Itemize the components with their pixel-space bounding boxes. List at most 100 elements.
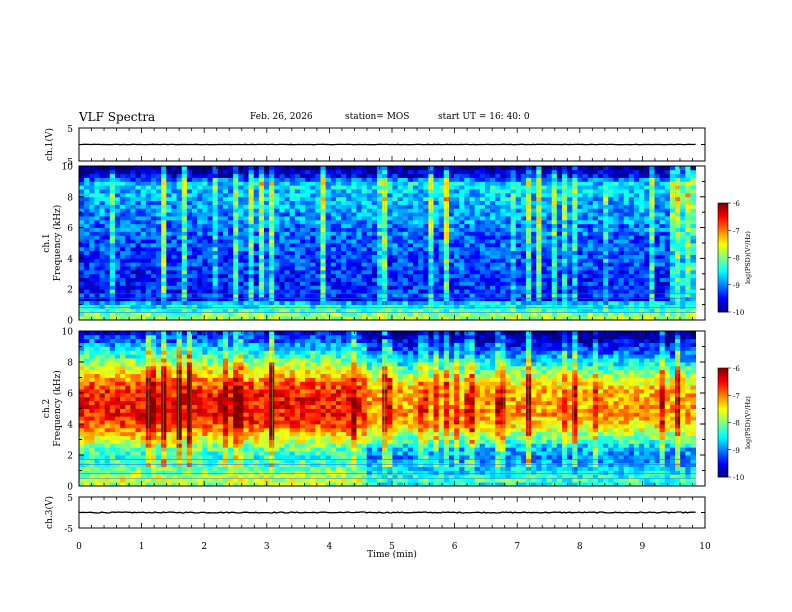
- heatmap-cell: [228, 304, 234, 309]
- heatmap-cell: [99, 208, 106, 213]
- heatmap-cell: [623, 239, 630, 244]
- heatmap-cell: [613, 246, 619, 252]
- heatmap-cell: [228, 166, 234, 171]
- heatmap-cell: [217, 273, 224, 279]
- heatmap-cell: [526, 189, 532, 194]
- heatmap-cell: [299, 296, 306, 302]
- heatmap-cell: [675, 308, 681, 313]
- heatmap-cell: [150, 312, 157, 317]
- heatmap-cell: [89, 262, 95, 267]
- heatmap-cell: [582, 192, 589, 198]
- heatmap-cell: [567, 285, 573, 290]
- heatmap-cell: [649, 231, 655, 236]
- heatmap-cell: [202, 273, 208, 279]
- heatmap-cell: [628, 169, 635, 175]
- heatmap-cell: [577, 235, 583, 240]
- heatmap-cell: [536, 181, 542, 186]
- heatmap-cell: [176, 296, 183, 302]
- heatmap-cell: [114, 289, 121, 294]
- heatmap-cell: [125, 239, 131, 244]
- heatmap-cell: [387, 208, 393, 213]
- heatmap-cell: [505, 296, 512, 302]
- heatmap-cell: [176, 200, 183, 205]
- heatmap-cell: [186, 231, 193, 236]
- heatmap-cell: [320, 300, 327, 305]
- heatmap-cell: [618, 281, 625, 286]
- heatmap-cell: [181, 277, 188, 282]
- heatmap-cell: [377, 262, 383, 267]
- heatmap-cell: [274, 250, 280, 255]
- heatmap-cell: [659, 281, 666, 286]
- heatmap-cell: [99, 166, 106, 171]
- heatmap-cell: [413, 273, 419, 279]
- heatmap-cell: [526, 312, 532, 317]
- heatmap-cell: [603, 273, 609, 279]
- heatmap-cell: [207, 269, 213, 275]
- heatmap-cell: [536, 281, 542, 286]
- heatmap-cell: [618, 181, 625, 186]
- heatmap-cell: [130, 169, 136, 175]
- heatmap-cell: [685, 219, 691, 225]
- heatmap-cell: [135, 239, 142, 244]
- heatmap-cell: [474, 227, 481, 232]
- heatmap-cell: [253, 208, 260, 213]
- heatmap-cell: [361, 254, 368, 259]
- heatmap-cell: [556, 185, 563, 190]
- heatmap-cell: [649, 169, 655, 175]
- heatmap-cell: [171, 254, 178, 259]
- heatmap-cell: [608, 166, 614, 171]
- heatmap-cell: [628, 177, 635, 182]
- heatmap-cell: [166, 293, 172, 298]
- heatmap-cell: [371, 277, 378, 282]
- heatmap-cell: [454, 212, 460, 217]
- heatmap-cell: [541, 231, 547, 236]
- heatmap-cell: [197, 231, 203, 236]
- heatmap-cell: [464, 269, 470, 275]
- heatmap-cell: [397, 219, 404, 225]
- heatmap-cell: [325, 212, 332, 217]
- heatmap-cell: [587, 185, 594, 190]
- heatmap-cell: [515, 239, 522, 244]
- heatmap-cell: [150, 212, 157, 217]
- heatmap-cell: [145, 227, 152, 232]
- heatmap-cell: [104, 223, 111, 228]
- heatmap-cell: [217, 239, 224, 244]
- heatmap-cell: [84, 266, 90, 271]
- heatmap-cell: [192, 300, 198, 305]
- heatmap-cell: [212, 308, 219, 313]
- heatmap-cell: [274, 293, 280, 298]
- heatmap-cell: [166, 169, 172, 175]
- heatmap-cell: [464, 177, 470, 182]
- heatmap-cell: [639, 219, 645, 225]
- heatmap-cell: [443, 204, 450, 209]
- heatmap-cell: [469, 250, 476, 255]
- heatmap-cell: [114, 304, 121, 309]
- heatmap-cell: [274, 262, 280, 267]
- heatmap-cell: [207, 223, 213, 228]
- heatmap-cell: [515, 304, 522, 309]
- heatmap-cell: [120, 262, 126, 267]
- heatmap-cell: [572, 208, 578, 213]
- heatmap-cell: [279, 277, 285, 282]
- heatmap-cell: [120, 246, 126, 252]
- heatmap-cell: [556, 312, 563, 317]
- heatmap-cell: [89, 212, 95, 217]
- heatmap-cell: [176, 258, 183, 263]
- heatmap-cell: [377, 246, 383, 252]
- heatmap-cell: [418, 281, 424, 286]
- heatmap-cell: [443, 243, 450, 248]
- heatmap-cell: [171, 219, 178, 225]
- heatmap-cell: [156, 300, 162, 305]
- heatmap-cell: [166, 181, 172, 186]
- heatmap-cell: [171, 239, 178, 244]
- heatmap-cell: [99, 219, 106, 225]
- heatmap-cell: [238, 196, 244, 202]
- heatmap-cell: [228, 192, 234, 198]
- heatmap-cell: [130, 185, 136, 190]
- heatmap-cell: [587, 219, 594, 225]
- heatmap-cell: [397, 212, 404, 217]
- heatmap-cell: [212, 281, 219, 286]
- heatmap-cell: [279, 285, 285, 290]
- heatmap-cell: [567, 219, 573, 225]
- heatmap-cell: [644, 231, 650, 236]
